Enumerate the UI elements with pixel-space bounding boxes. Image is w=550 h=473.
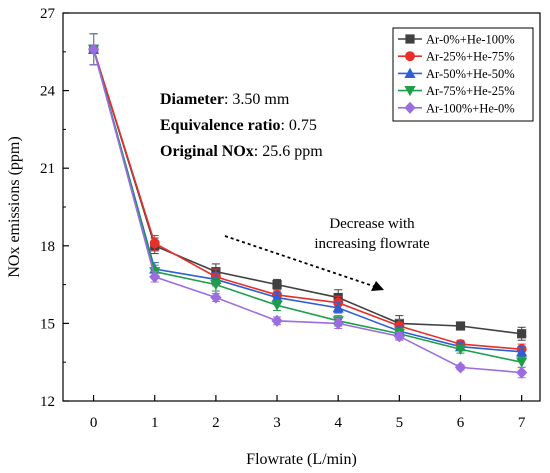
- trend-text-line2: increasing flowrate: [314, 236, 430, 252]
- legend-label: Ar-100%+He-0%: [426, 101, 515, 115]
- data-point: [271, 314, 283, 327]
- y-tick-label: 27: [40, 6, 56, 22]
- annotation-original-value: : 25.6 ppm: [254, 143, 323, 160]
- trend-arrow-line: [224, 235, 377, 288]
- y-tick-label: 12: [40, 394, 55, 410]
- annotation-diameter-label: Diameter: [160, 91, 224, 108]
- annotation-equivalence-label: Equivalence ratio: [160, 117, 280, 134]
- legend-label: Ar-75%+He-25%: [426, 84, 515, 98]
- data-point: [332, 302, 344, 313]
- legend-box: [392, 27, 534, 122]
- series-line: [92, 49, 522, 374]
- y-tick-label: 21: [40, 161, 55, 177]
- y-tick-label: 15: [40, 316, 55, 332]
- x-tick-label: 7: [518, 415, 526, 431]
- legend-item: Ar-75%+He-25%: [398, 84, 515, 98]
- series-line: [92, 48, 522, 351]
- data-point: [149, 238, 160, 249]
- annotation-diameter-value: : 3.50 mm: [224, 91, 290, 108]
- data-point: [454, 344, 467, 355]
- trend-annotation: Decrease with increasing flowrate: [224, 216, 430, 291]
- x-tick-label: 3: [273, 415, 281, 431]
- x-tick-label: 2: [212, 415, 220, 431]
- data-point: [271, 291, 283, 303]
- series-line: [92, 48, 522, 335]
- data-point: [332, 317, 344, 330]
- data-point: [210, 280, 222, 291]
- annotation-block: Diameter: 3.50 mm Equivalence ratio: 0.7…: [160, 91, 323, 160]
- plot-area: [87, 33, 528, 379]
- data-point: [454, 361, 467, 374]
- annotation-original-nox: Original NOx: 25.6 ppm: [160, 143, 323, 160]
- legend-item: Ar-25%+He-75%: [398, 50, 515, 64]
- x-tick-label: 5: [396, 415, 404, 431]
- legend-marker: [404, 101, 416, 114]
- data-point: [87, 43, 100, 56]
- data-point: [393, 330, 405, 343]
- legend-marker: [404, 86, 416, 97]
- data-point: [272, 280, 282, 290]
- data-point: [210, 291, 222, 304]
- trend-arrow-head: [371, 281, 384, 291]
- legend-label: Ar-50%+He-50%: [426, 67, 515, 81]
- annotation-diameter: Diameter: 3.50 mm: [160, 91, 290, 108]
- annotation-original-label: Original NOx: [160, 143, 254, 160]
- data-point: [149, 270, 161, 283]
- data-point: [516, 346, 528, 357]
- x-tick-label: 1: [151, 415, 159, 431]
- annotation-equivalence-value: : 0.75: [280, 117, 316, 134]
- legend-marker: [405, 34, 415, 44]
- x-tick-label: 4: [334, 415, 342, 431]
- data-point: [516, 366, 528, 379]
- x-tick-label: 0: [90, 415, 98, 431]
- series-line: [92, 48, 522, 353]
- series-5: [87, 33, 528, 379]
- y-axis-title: NOx emissions (ppm): [6, 136, 23, 277]
- data-point: [517, 329, 527, 339]
- data-point: [455, 321, 466, 331]
- data-point: [271, 300, 283, 311]
- legend-label: Ar-0%+He-100%: [426, 33, 515, 47]
- y-tick-label: 18: [40, 239, 55, 255]
- series-line: [92, 49, 522, 363]
- legend-item: Ar-0%+He-100%: [398, 33, 515, 47]
- legend-marker: [404, 67, 416, 78]
- x-axis-title: Flowrate (L/min): [246, 451, 357, 468]
- legend-label: Ar-25%+He-75%: [426, 50, 515, 64]
- data-point: [516, 357, 528, 368]
- trend-text-line1: Decrease with: [329, 216, 415, 232]
- legend-marker: [405, 51, 415, 62]
- legend-item: Ar-100%+He-0%: [398, 101, 515, 115]
- legend-item: Ar-50%+He-50%: [398, 67, 515, 81]
- x-tick-label: 6: [457, 415, 465, 431]
- legend: Ar-0%+He-100% Ar-25%+He-75% Ar-50%+He-50% A…: [392, 27, 534, 122]
- annotation-equivalence-ratio: Equivalence ratio: 0.75: [160, 117, 317, 134]
- y-tick-label: 24: [40, 84, 56, 100]
